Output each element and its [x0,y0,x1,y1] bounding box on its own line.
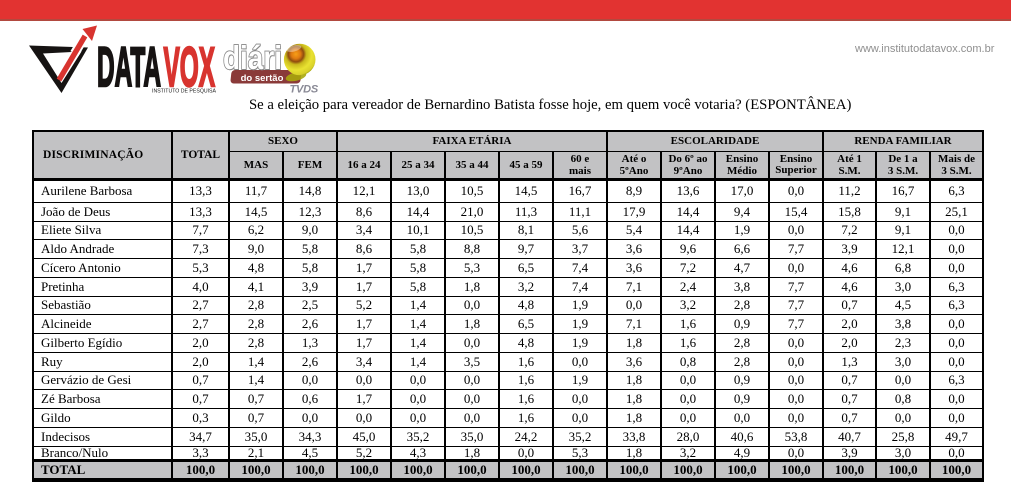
svg-text:DATA: DATA [97,36,161,97]
svg-text:TVDS: TVDS [289,84,318,96]
svg-text:diári: diári [224,40,283,77]
svg-text:INSTITUTO DE PESQUISA: INSTITUTO DE PESQUISA [152,89,216,95]
svg-text:diári: diári [223,39,282,76]
svg-text:VOX: VOX [164,36,216,97]
svg-text:do sertão: do sertão [241,73,284,84]
